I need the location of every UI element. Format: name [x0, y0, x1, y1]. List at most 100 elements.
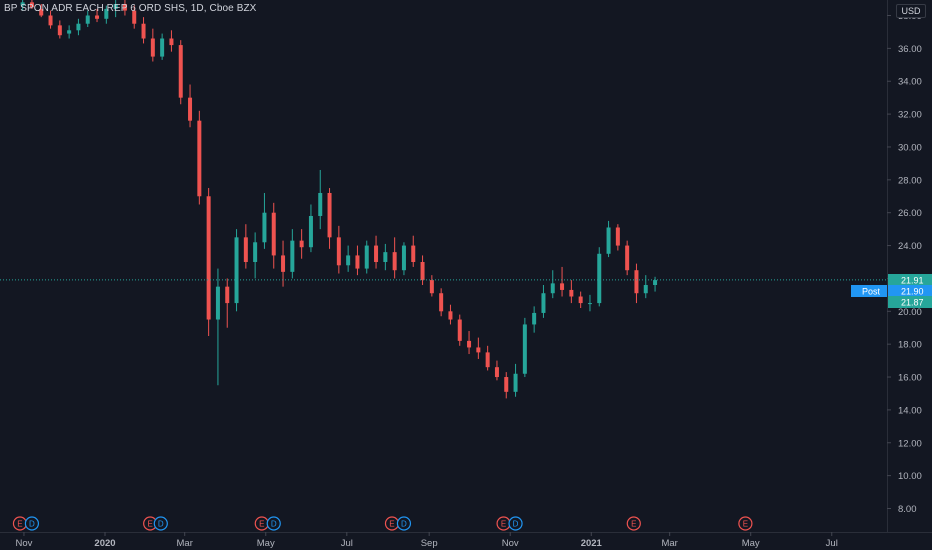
- candle: [606, 220, 611, 258]
- currency-selector[interactable]: USD: [896, 4, 926, 18]
- candle: [67, 25, 72, 39]
- candle-body: [429, 280, 434, 294]
- event-circle: [626, 516, 641, 531]
- candle-body: [504, 377, 509, 392]
- price-tick-label: 20.00: [898, 307, 922, 318]
- candle: [206, 188, 211, 336]
- candle: [457, 314, 462, 346]
- candle-body: [67, 30, 72, 34]
- event-letter: E: [501, 520, 506, 529]
- price-tick-label: 24.00: [898, 241, 922, 252]
- candle-body: [522, 324, 527, 374]
- price-tick-label: 10.00: [898, 471, 922, 482]
- candle-body: [308, 215, 313, 248]
- candle: [318, 169, 323, 230]
- time-tick-label: Jul: [341, 538, 353, 549]
- candle-body: [113, 3, 118, 9]
- post-price-tag-text: 21.90: [901, 287, 924, 297]
- time-tick-label: May: [257, 538, 275, 549]
- dividend-event-marker: D: [153, 516, 168, 531]
- candle: [532, 306, 537, 333]
- candle: [141, 17, 146, 44]
- earnings-event-marker: E: [12, 516, 28, 531]
- candle: [374, 235, 379, 269]
- candle: [290, 229, 295, 279]
- price-tick-label: 36.00: [898, 44, 922, 55]
- price-axis[interactable]: 8.0010.0012.0014.0016.0018.0020.0022.002…: [887, 11, 922, 515]
- price-tick-label: 18.00: [898, 340, 922, 351]
- candle-body: [336, 237, 341, 266]
- candle: [513, 363, 518, 397]
- candle: [625, 240, 630, 276]
- candle-body: [253, 242, 258, 262]
- candle: [653, 276, 658, 292]
- candle-body: [587, 303, 592, 305]
- time-tick-label: Nov: [15, 538, 32, 549]
- candle-body: [122, 3, 127, 11]
- candle-body: [29, 2, 34, 8]
- price-tick-label: 26.00: [898, 208, 922, 219]
- candle-body: [243, 237, 248, 262]
- candle-body: [392, 252, 397, 271]
- candle: [485, 345, 490, 371]
- price-tick-label: 16.00: [898, 373, 922, 384]
- candle-body: [467, 340, 472, 348]
- candle-body: [355, 255, 360, 269]
- candle: [420, 255, 425, 286]
- candle: [615, 224, 620, 251]
- candle: [20, 0, 25, 11]
- candle: [39, 3, 44, 18]
- event-letter: E: [147, 520, 152, 529]
- candle: [587, 294, 592, 312]
- price-tick-label: 12.00: [898, 438, 922, 449]
- candle: [336, 225, 341, 274]
- time-tick-label: May: [742, 538, 760, 549]
- candle: [578, 291, 583, 309]
- time-axis[interactable]: Nov 2020 Mar May Jul Sep Nov 2021 Mar May Jul: [15, 532, 838, 549]
- price-tick-label: 14.00: [898, 405, 922, 416]
- candle-body: [20, 2, 25, 6]
- candle-body: [383, 252, 388, 262]
- event-letter: D: [401, 520, 407, 529]
- earnings-event-marker: E: [738, 516, 753, 531]
- candle: [215, 268, 220, 386]
- low-price-tag: 21.87: [888, 296, 932, 308]
- dividend-event-marker: D: [396, 516, 412, 531]
- event-letter: D: [513, 520, 519, 529]
- time-tick-label: Jul: [826, 538, 838, 549]
- candle-body: [215, 286, 220, 320]
- candle: [308, 204, 313, 253]
- candle: [476, 337, 481, 359]
- candle-body: [653, 280, 658, 286]
- candle: [364, 240, 369, 274]
- candle: [634, 263, 639, 304]
- candle-body: [541, 293, 546, 313]
- candle: [104, 5, 109, 24]
- candle: [401, 242, 406, 276]
- price-tick-label: 32.00: [898, 110, 922, 121]
- price-tick-label: 8.00: [898, 504, 917, 515]
- candle-body: [85, 15, 90, 24]
- candle: [522, 317, 527, 378]
- candle-body: [141, 23, 146, 39]
- candle-body: [225, 286, 230, 304]
- candle: [48, 10, 53, 29]
- time-tick-label: Mar: [661, 538, 677, 549]
- candle-body: [271, 212, 276, 256]
- candle: [225, 278, 230, 328]
- candle: [169, 30, 174, 52]
- candle-body: [188, 97, 193, 121]
- event-circle: [738, 516, 753, 531]
- candle-body: [597, 253, 602, 304]
- event-letter: D: [271, 520, 277, 529]
- earnings-event-marker: E: [384, 516, 400, 531]
- event-letter: E: [389, 520, 394, 529]
- candle: [541, 285, 546, 318]
- candle-body: [76, 23, 81, 31]
- candle: [550, 270, 555, 299]
- candle: [346, 245, 351, 272]
- candle: [253, 232, 258, 279]
